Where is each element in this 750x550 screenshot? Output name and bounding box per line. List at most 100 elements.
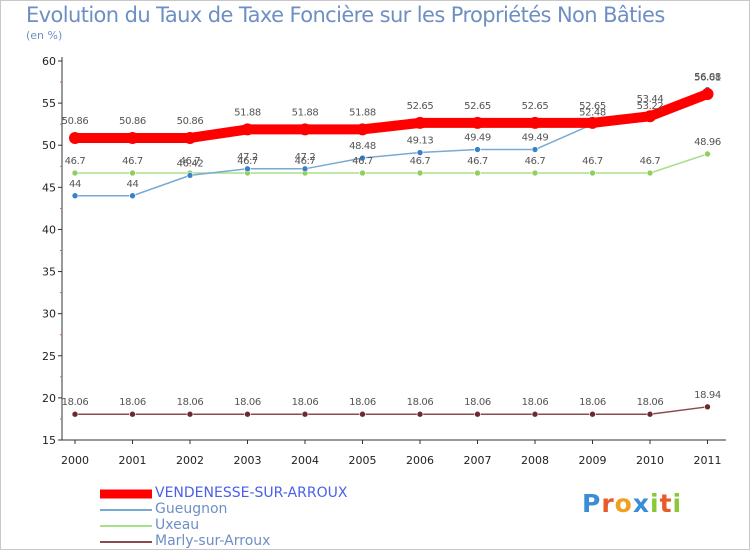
logo-letter: o: [614, 489, 633, 518]
logo-letter: i: [672, 489, 683, 518]
data-label: 52.65: [407, 101, 434, 112]
data-point: [186, 172, 194, 179]
data-label: 18.06: [522, 397, 549, 408]
data-label: 46.7: [410, 156, 431, 167]
data-point: [704, 150, 711, 158]
y-tick-label: 15: [42, 434, 56, 447]
data-label: 52.65: [522, 101, 549, 112]
data-label: 18.06: [464, 397, 491, 408]
data-point: [414, 116, 426, 129]
x-tick-label: 2010: [636, 454, 664, 467]
series-line-vendenesse-sur-arroux: [70, 89, 713, 143]
data-label: 48.96: [694, 137, 721, 148]
logo-letter: r: [601, 489, 615, 518]
data-label: 50.86: [119, 116, 146, 127]
data-label: 52.48: [579, 107, 606, 118]
data-point: [301, 410, 309, 418]
data-label: 46.7: [180, 156, 201, 167]
data-label: 46.7: [525, 156, 546, 167]
x-tick-label: 2009: [579, 454, 607, 467]
data-label: 49.13: [407, 136, 434, 147]
data-label: 18.06: [62, 397, 89, 408]
data-label: 46.7: [237, 156, 258, 167]
data-label: 46.7: [65, 156, 86, 167]
data-point: [416, 149, 424, 156]
x-tick-label: 2005: [349, 454, 377, 467]
data-label: 46.7: [467, 156, 488, 167]
data-point: [241, 123, 254, 136]
data-point: [71, 169, 79, 177]
data-label: 46.7: [295, 156, 316, 167]
data-point: [586, 116, 599, 129]
data-point: [644, 110, 656, 123]
data-point: [416, 410, 424, 418]
logo-letter: i: [650, 489, 660, 518]
data-label: 18.94: [694, 390, 721, 401]
data-label: 18.06: [349, 397, 376, 408]
data-label: 18.06: [234, 397, 261, 408]
data-label: 46.7: [582, 156, 603, 167]
y-tick-label: 30: [42, 308, 56, 321]
data-label: 46.7: [352, 156, 373, 167]
data-label: 52.65: [464, 101, 491, 112]
data-point: [704, 403, 711, 411]
data-point: [129, 192, 136, 200]
x-tick-label: 2000: [61, 454, 89, 467]
data-point: [69, 131, 81, 144]
data-point: [474, 169, 481, 177]
x-tick-label: 2007: [464, 454, 492, 467]
proxiti-logo: Proxiti: [582, 489, 682, 518]
data-label: 18.06: [119, 397, 146, 408]
data-point: [244, 410, 251, 418]
legend-label: Marly-sur-Arroux: [155, 533, 271, 549]
data-label: 18.06: [579, 397, 606, 408]
logo-letter: P: [582, 489, 602, 518]
chart-title: Evolution du Taux de Taxe Foncière sur l…: [26, 3, 665, 27]
y-tick-label: 20: [42, 392, 56, 405]
y-tick-label: 50: [42, 139, 56, 152]
y-tick-label: 35: [42, 266, 56, 279]
data-point: [646, 410, 654, 418]
data-label: 49.49: [464, 133, 491, 144]
logo-letter: x: [632, 489, 650, 518]
data-label: 53.22: [637, 101, 664, 112]
data-point: [359, 169, 366, 177]
data-label: 46.7: [122, 156, 143, 167]
legend-label: Gueugnon: [155, 501, 228, 517]
data-label: 49.49: [522, 133, 549, 144]
data-label: 18.06: [637, 397, 664, 408]
x-tick-label: 2002: [176, 454, 204, 467]
legend-label: Uxeau: [155, 517, 200, 533]
x-tick-label: 2011: [694, 454, 722, 467]
data-point: [529, 116, 541, 129]
data-label: 46.7: [640, 156, 661, 167]
data-point: [186, 410, 194, 418]
legend-swatches: [100, 489, 152, 543]
logo-letter: t: [659, 489, 673, 518]
y-tick-label: 60: [42, 55, 56, 68]
data-point: [416, 169, 424, 177]
data-point: [474, 410, 481, 418]
data-label: 53.44: [637, 94, 664, 105]
data-point: [531, 410, 539, 418]
series-line-uxeau: [74, 153, 709, 174]
data-point: [701, 88, 714, 101]
data-label: 52.65: [579, 101, 606, 112]
data-point: [129, 169, 136, 177]
data-label: 48.48: [349, 141, 376, 152]
data-labels-layer: 50.86 50.86 50.86 51.88 51.88 51.88 52.65 52.65…: [62, 72, 722, 408]
chart-axes: 15 20 25 30 35 40 45 50 55 60 2000 2001 2002 2003 2004…: [42, 55, 726, 467]
data-label: 44: [127, 179, 139, 190]
x-tick-label: 2006: [406, 454, 434, 467]
x-tick-label: 2008: [521, 454, 549, 467]
data-point: [359, 154, 366, 162]
x-tick-label: 2003: [234, 454, 262, 467]
data-label: 51.88: [292, 107, 319, 118]
data-label: 56.08: [694, 72, 721, 83]
data-point: [184, 131, 196, 144]
data-point: [531, 169, 539, 177]
data-point: [299, 123, 311, 136]
data-label: 47.2: [237, 152, 258, 163]
chart-subtitle: (en %): [26, 29, 63, 42]
